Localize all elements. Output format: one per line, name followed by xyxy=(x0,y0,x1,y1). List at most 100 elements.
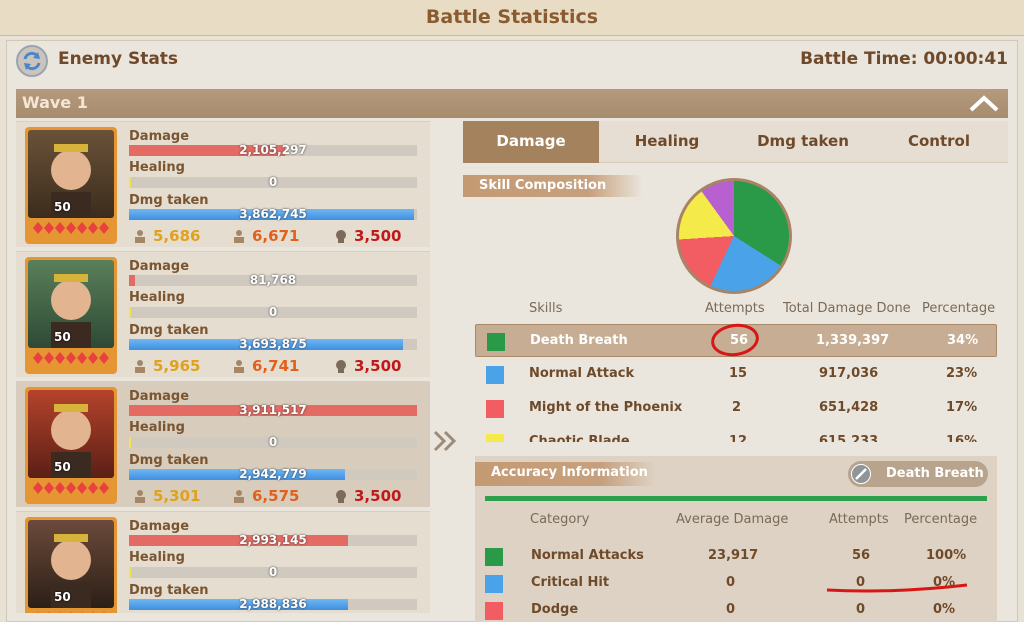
troop-stat-3: 3,500 xyxy=(354,357,402,375)
skill-damage: 917,036 xyxy=(819,366,879,381)
skill-row-might-of-the-phoenix[interactable]: Might of the Phoenix 2 651,428 17% xyxy=(475,392,997,425)
enemy-portrait[interactable]: 50 xyxy=(25,517,117,613)
skill-name: Death Breath xyxy=(530,333,628,348)
accuracy-skill-selector[interactable]: Death Breath xyxy=(848,461,988,487)
tab-healing[interactable]: Healing xyxy=(634,132,700,150)
window-title: Battle Statistics xyxy=(425,6,599,28)
tab-dmg-taken[interactable]: Dmg taken xyxy=(757,132,849,150)
damage-label: Damage xyxy=(129,259,190,274)
col-skills: Skills xyxy=(529,301,563,316)
troop-stat-3: 3,500 xyxy=(354,227,402,245)
troop-stat-2: 6,671 xyxy=(252,227,300,245)
dmg-taken-bar: 3,693,875 xyxy=(129,337,417,351)
wave-label: Wave 1 xyxy=(22,93,88,112)
enemy-level: 50 xyxy=(54,200,71,214)
skill-color-swatch xyxy=(486,434,504,442)
accuracy-attempts: 0 xyxy=(856,602,866,617)
commander-avatar: 50 xyxy=(28,260,114,348)
accuracy-category: Dodge xyxy=(531,602,579,617)
accuracy-attempts: 0 xyxy=(856,575,866,590)
skill-attempts: 15 xyxy=(729,366,748,381)
skill-color-swatch xyxy=(487,333,505,351)
accuracy-panel: Accuracy Information Death Breath Catego… xyxy=(475,456,997,622)
healing-label: Healing xyxy=(129,160,185,175)
enemy-card[interactable]: 50 Damage 81,768 Healing 0 Dmg taken 3,693,875… xyxy=(16,251,430,377)
accuracy-row-normal-attacks: Normal Attacks 23,917 56 100% xyxy=(475,540,997,573)
wounded-icon xyxy=(234,490,244,503)
enemy-portrait[interactable]: 50 xyxy=(25,257,117,374)
enemy-card[interactable]: 50 Damage 2,993,145 Healing 0 Dmg taken 2,988,… xyxy=(16,511,430,613)
skill-table[interactable]: Death Breath 56 1,339,397 34% Normal Att… xyxy=(475,322,1001,442)
accuracy-avg: 23,917 xyxy=(708,548,759,563)
healing-label: Healing xyxy=(129,290,185,305)
enemy-card[interactable]: 50 Damage 3,911,517 Healing 0 Dmg taken 2,942,… xyxy=(16,381,430,507)
skill-row-chaotic-blade[interactable]: Chaotic Blade 12 615,233 16% xyxy=(475,426,997,442)
infantry-icon xyxy=(135,490,145,503)
tab-damage[interactable]: Damage xyxy=(463,121,599,163)
enemy-level: 50 xyxy=(54,460,71,474)
dmg-taken-label: Dmg taken xyxy=(129,583,209,598)
troop-stats: 5,686 6,671 3,500 xyxy=(129,227,409,245)
troop-stat-1: 5,301 xyxy=(153,487,201,505)
chevron-up-icon[interactable] xyxy=(968,92,1000,114)
skill-color-swatch xyxy=(486,366,504,384)
battle-time: Battle Time: 00:00:41 xyxy=(800,49,1008,69)
dmg-taken-label: Dmg taken xyxy=(129,323,209,338)
switch-view-button[interactable] xyxy=(16,45,48,77)
accuracy-header: Accuracy Information xyxy=(475,462,655,486)
skill-color-swatch xyxy=(486,400,504,418)
troop-stats: 5,965 6,741 3,500 xyxy=(129,357,409,375)
wounded-icon xyxy=(234,230,244,243)
skill-name: Might of the Phoenix xyxy=(529,400,683,415)
commander-avatar: 50 xyxy=(28,390,114,478)
damage-value: 3,911,517 xyxy=(239,403,307,417)
enemy-portrait[interactable]: 50 xyxy=(25,387,117,504)
healing-bar: 0 xyxy=(129,565,417,579)
commander-avatar: 50 xyxy=(28,520,114,608)
accuracy-color-swatch xyxy=(485,602,503,620)
damage-label: Damage xyxy=(129,519,190,534)
enemy-portrait[interactable]: 50 xyxy=(25,127,117,244)
healing-bar: 0 xyxy=(129,305,417,319)
healing-value: 0 xyxy=(268,565,278,579)
skill-attempts: 12 xyxy=(729,434,748,442)
skill-attempts: 56 xyxy=(730,333,749,348)
damage-bar: 2,993,145 xyxy=(129,533,417,547)
skill-damage: 1,339,397 xyxy=(816,333,890,348)
troop-stat-2: 6,741 xyxy=(252,357,300,375)
dmg-taken-bar: 3,862,745 xyxy=(129,207,417,221)
skill-percentage: 16% xyxy=(946,434,978,442)
accuracy-attempts: 56 xyxy=(852,548,871,563)
dmg-taken-bar: 2,988,836 xyxy=(129,597,417,611)
healing-label: Healing xyxy=(129,550,185,565)
accuracy-title: Accuracy Information xyxy=(491,465,648,480)
double-chevron-right-icon xyxy=(432,428,460,460)
dmg-taken-bar: 2,942,779 xyxy=(129,467,417,481)
skill-row-normal-attack[interactable]: Normal Attack 15 917,036 23% xyxy=(475,358,997,391)
enemy-card[interactable]: 50 Damage 2,105,297 Healing 0 Dmg taken 3,862,… xyxy=(16,121,430,247)
troop-stat-3: 3,500 xyxy=(354,487,402,505)
damage-label: Damage xyxy=(129,389,190,404)
tab-control[interactable]: Control xyxy=(907,132,970,150)
healing-value: 0 xyxy=(268,175,278,189)
enemy-list[interactable]: 50 Damage 2,105,297 Healing 0 Dmg taken 3,862,… xyxy=(16,121,430,613)
wave-bar[interactable]: Wave 1 xyxy=(16,89,1008,118)
dmg-taken-value: 3,862,745 xyxy=(239,207,307,221)
damage-bar: 2,105,297 xyxy=(129,143,417,157)
section-title: Enemy Stats xyxy=(58,49,179,69)
col-attempts: Attempts xyxy=(705,301,765,316)
damage-label: Damage xyxy=(129,129,190,144)
infantry-icon xyxy=(135,360,145,373)
skill-attempts: 2 xyxy=(732,400,742,415)
refresh-icon xyxy=(23,51,41,71)
accuracy-color-swatch xyxy=(485,548,503,566)
accuracy-percentage: 0% xyxy=(933,602,956,617)
title-bar: Battle Statistics xyxy=(0,0,1024,36)
damage-value: 2,105,297 xyxy=(239,143,307,157)
skill-row-death-breath[interactable]: Death Breath 56 1,339,397 34% xyxy=(475,324,997,357)
enemy-level: 50 xyxy=(54,590,71,604)
col-percentage: Percentage xyxy=(922,301,996,316)
red-annotation-underline xyxy=(826,583,968,593)
dmg-taken-label: Dmg taken xyxy=(129,453,209,468)
damage-bar: 3,911,517 xyxy=(129,403,417,417)
